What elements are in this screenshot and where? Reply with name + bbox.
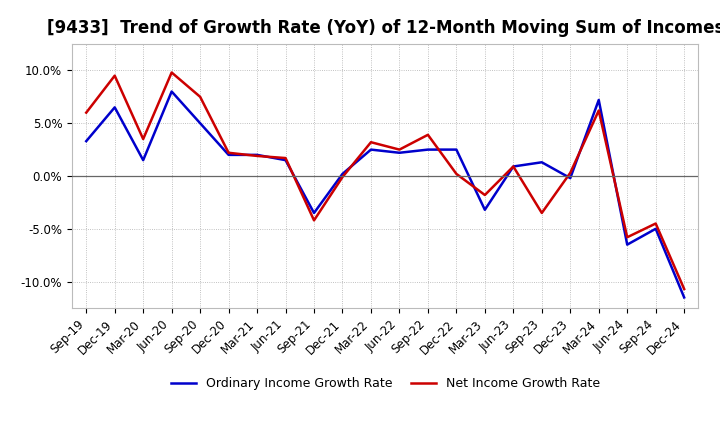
Ordinary Income Growth Rate: [537, 160, 546, 165]
Ordinary Income Growth Rate: [423, 147, 432, 152]
Ordinary Income Growth Rate: [595, 97, 603, 103]
Net Income Growth Rate: [338, 174, 347, 180]
Net Income Growth Rate: [366, 139, 375, 145]
Ordinary Income Growth Rate: [680, 295, 688, 300]
Net Income Growth Rate: [253, 153, 261, 158]
Net Income Growth Rate: [167, 70, 176, 75]
Title: [9433]  Trend of Growth Rate (YoY) of 12-Month Moving Sum of Incomes: [9433] Trend of Growth Rate (YoY) of 12-…: [47, 19, 720, 37]
Ordinary Income Growth Rate: [452, 147, 461, 152]
Net Income Growth Rate: [395, 147, 404, 152]
Ordinary Income Growth Rate: [225, 152, 233, 158]
Net Income Growth Rate: [509, 164, 518, 169]
Net Income Growth Rate: [82, 110, 91, 115]
Net Income Growth Rate: [566, 170, 575, 176]
Net Income Growth Rate: [480, 192, 489, 198]
Ordinary Income Growth Rate: [110, 105, 119, 110]
Ordinary Income Growth Rate: [338, 171, 347, 176]
Ordinary Income Growth Rate: [566, 176, 575, 181]
Ordinary Income Growth Rate: [395, 150, 404, 155]
Ordinary Income Growth Rate: [196, 121, 204, 126]
Ordinary Income Growth Rate: [623, 242, 631, 247]
Net Income Growth Rate: [110, 73, 119, 78]
Net Income Growth Rate: [139, 136, 148, 142]
Net Income Growth Rate: [282, 155, 290, 161]
Net Income Growth Rate: [595, 108, 603, 113]
Net Income Growth Rate: [537, 210, 546, 216]
Ordinary Income Growth Rate: [652, 226, 660, 231]
Ordinary Income Growth Rate: [509, 164, 518, 169]
Ordinary Income Growth Rate: [310, 210, 318, 216]
Legend: Ordinary Income Growth Rate, Net Income Growth Rate: Ordinary Income Growth Rate, Net Income …: [166, 372, 605, 395]
Net Income Growth Rate: [423, 132, 432, 137]
Ordinary Income Growth Rate: [139, 158, 148, 163]
Ordinary Income Growth Rate: [480, 207, 489, 213]
Net Income Growth Rate: [652, 221, 660, 226]
Ordinary Income Growth Rate: [282, 158, 290, 163]
Net Income Growth Rate: [310, 218, 318, 223]
Net Income Growth Rate: [680, 286, 688, 292]
Ordinary Income Growth Rate: [253, 152, 261, 158]
Line: Ordinary Income Growth Rate: Ordinary Income Growth Rate: [86, 92, 684, 297]
Net Income Growth Rate: [196, 94, 204, 99]
Net Income Growth Rate: [452, 171, 461, 176]
Ordinary Income Growth Rate: [167, 89, 176, 94]
Ordinary Income Growth Rate: [82, 139, 91, 144]
Net Income Growth Rate: [225, 150, 233, 155]
Ordinary Income Growth Rate: [366, 147, 375, 152]
Line: Net Income Growth Rate: Net Income Growth Rate: [86, 73, 684, 289]
Net Income Growth Rate: [623, 235, 631, 240]
